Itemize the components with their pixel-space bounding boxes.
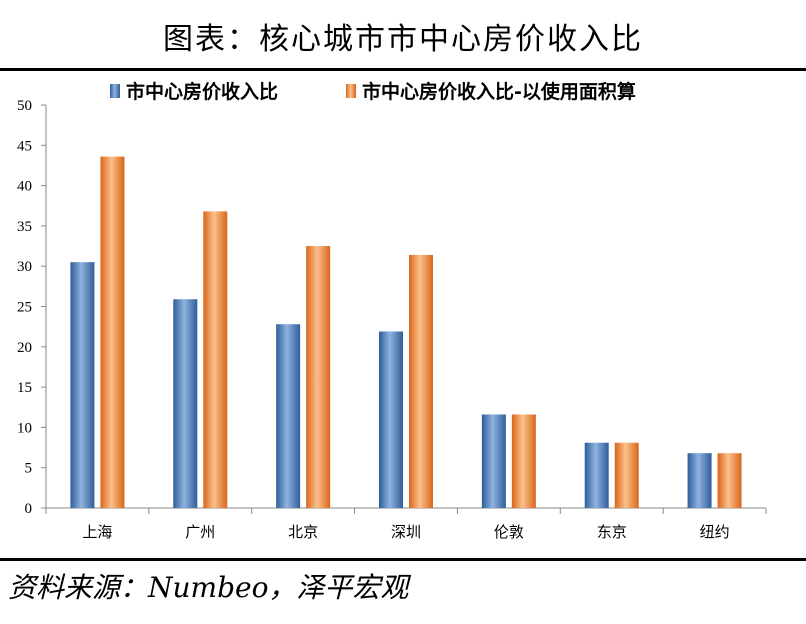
bar-series-2 <box>717 453 742 508</box>
bar-series-1 <box>379 331 403 508</box>
bar-series-1 <box>276 324 301 508</box>
legend-label-series-1: 市中心房价收入比 <box>126 80 278 103</box>
bar-chart: 市中心房价收入比 市中心房价收入比-以使用面积算 0 5 10 15 20 25 30 35 4… <box>17 80 767 541</box>
bar-series-1 <box>173 299 198 508</box>
x-tick-label: 伦敦 <box>494 523 524 541</box>
y-tick-label: 25 <box>17 300 32 316</box>
x-tick-label: 东京 <box>597 523 627 541</box>
y-tick-label: 5 <box>25 461 33 477</box>
axes: 0 5 10 15 20 25 30 35 40 45 50 上海 广州 北京 深圳 伦敦 东京 纽约 <box>17 98 767 541</box>
bar-series-2 <box>409 254 433 508</box>
legend-swatch-series-2 <box>346 84 356 98</box>
y-tick-label: 0 <box>25 501 33 517</box>
bar-series-1 <box>70 262 95 508</box>
y-tick-label: 50 <box>17 98 32 114</box>
x-tick-label: 深圳 <box>391 523 421 541</box>
legend-swatch-series-1 <box>110 84 120 98</box>
y-tick-label: 45 <box>17 138 32 154</box>
bar-series-2 <box>614 442 639 508</box>
top-rule <box>0 68 806 71</box>
bar-series-2 <box>511 414 536 508</box>
bar-series-1 <box>584 442 609 508</box>
bar-series-1 <box>481 414 506 508</box>
x-tick-label: 北京 <box>288 523 318 541</box>
y-tick-label: 40 <box>17 179 32 195</box>
legend-label-series-2: 市中心房价收入比-以使用面积算 <box>362 80 636 103</box>
x-tick-label: 广州 <box>185 523 215 541</box>
y-tick-label: 35 <box>17 219 32 235</box>
bar-series-2 <box>203 211 228 508</box>
y-tick-label: 30 <box>17 259 32 275</box>
y-tick-label: 15 <box>17 380 32 396</box>
bottom-rule <box>0 558 806 561</box>
chart-title: 图表：核心城市市中心房价收入比 <box>163 22 643 57</box>
source-note: 资料来源：Numbeo，泽平宏观 <box>8 571 409 604</box>
legend: 市中心房价收入比 市中心房价收入比-以使用面积算 <box>110 80 636 103</box>
x-tick-label: 上海 <box>82 523 112 541</box>
y-tick-label: 10 <box>17 420 32 436</box>
bar-series-2 <box>306 246 331 509</box>
x-tick-label: 纽约 <box>700 523 730 541</box>
bars <box>70 156 742 509</box>
y-tick-label: 20 <box>17 340 32 356</box>
bar-series-2 <box>100 156 125 509</box>
bar-series-1 <box>687 453 712 508</box>
